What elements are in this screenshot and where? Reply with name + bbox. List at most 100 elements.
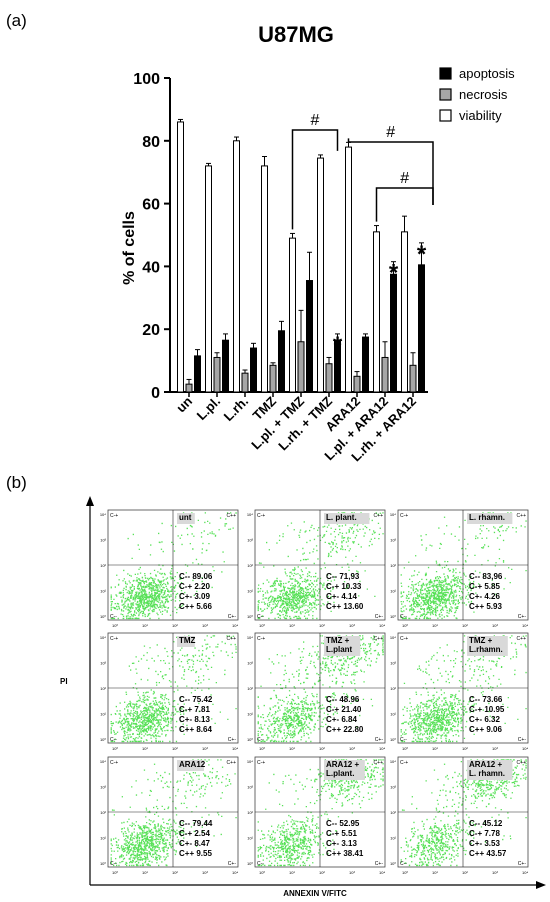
- flow-plot: C-+ C++ C-- C+- ARA12 C-- 79.44C-+ 2.54C+- 8.…: [100, 756, 238, 875]
- quadrant-stat: C-+ 5.85: [469, 582, 500, 591]
- flow-plot: C-+ C++ C-- C+- ARA12 +L. rhamn. C-- 45.12C-+…: [390, 756, 528, 875]
- x-tick-label: un: [173, 393, 195, 415]
- bracket-label: #: [311, 112, 320, 129]
- quadrant-label: C--: [257, 861, 264, 867]
- quadrant-stat: C-- 52.95: [326, 819, 360, 828]
- plot-title: ARA12 +: [326, 760, 359, 769]
- x-tick-label: 10¹: [142, 623, 148, 628]
- quadrant-label: C-+: [110, 513, 118, 519]
- quadrant-stat: C-+ 7.78: [469, 829, 500, 838]
- x-tick-label: L.rh.: [221, 394, 252, 425]
- significance-star: *: [417, 241, 427, 268]
- plot-title: unt: [179, 513, 192, 522]
- legend-label-necrosis: necrosis: [459, 87, 508, 102]
- bar-apoptosis: [194, 355, 201, 393]
- quadrant-label: C++: [374, 513, 384, 519]
- x-tick-label: 10³: [349, 623, 355, 628]
- plot-title-bg: [467, 513, 513, 524]
- y-tick-label: 20: [142, 322, 160, 339]
- y-tick-label: 10³: [390, 661, 396, 666]
- bar-apoptosis: [306, 280, 313, 393]
- y-tick-label: 10³: [100, 538, 106, 543]
- y-tick-label: 10²: [100, 810, 106, 815]
- y-tick-label: 10⁰: [100, 614, 106, 619]
- y-tick-label: 10⁰: [390, 861, 396, 866]
- x-tick-label: 10²: [319, 623, 325, 628]
- x-tick-label: 10⁰: [402, 870, 408, 875]
- plot-title: L.rhamn.: [469, 645, 503, 654]
- y-tick-label: 10²: [100, 686, 106, 691]
- quadrant-stat: C+- 4.14: [326, 592, 357, 601]
- legend-swatch-necrosis: [439, 88, 452, 101]
- plot-title: L. rhamn.: [469, 769, 505, 778]
- significance-bracket: [347, 138, 434, 205]
- x-tick-label: 10²: [462, 746, 468, 751]
- x-tick-label: 10³: [202, 746, 208, 751]
- quadrant-stat: C-+ 7.81: [179, 705, 210, 714]
- x-tick-label: 10¹: [289, 870, 295, 875]
- bar-necrosis: [269, 364, 277, 393]
- quadrant-label: C++: [517, 513, 527, 519]
- quadrant-stat: C++ 9.55: [179, 849, 212, 858]
- y-tick-label: 10³: [247, 785, 253, 790]
- y-tick-label: 80: [142, 134, 160, 151]
- y-axis-label: % of cells: [121, 211, 138, 285]
- bar-necrosis: [409, 364, 417, 393]
- quadrant-stat: C++ 9.06: [469, 725, 502, 734]
- quadrant-label: C--: [110, 737, 117, 743]
- quadrant-label: C++: [227, 513, 237, 519]
- quadrant-label: C-+: [400, 636, 408, 642]
- x-tick-label: 10³: [492, 870, 498, 875]
- quadrant-stat: C-- 48.96: [326, 695, 360, 704]
- y-tick-label: 10⁴: [247, 635, 253, 640]
- flow-plot: C-+ C++ C-- C+- TMZ +L.rhamn. C-- 73.66C-+ 10…: [390, 632, 528, 751]
- quadrant-label: C+-: [228, 614, 237, 620]
- y-tick-label: 10¹: [100, 589, 106, 594]
- y-tick-label: 10²: [390, 563, 396, 568]
- y-tick-label: 10¹: [390, 712, 396, 717]
- quadrant-stat: C-- 83,96: [469, 572, 503, 581]
- quadrant-label: C--: [257, 737, 264, 743]
- x-tick-label: 10²: [172, 746, 178, 751]
- y-tick-label: 10¹: [247, 712, 253, 717]
- x-tick-label: 10⁴: [379, 623, 385, 628]
- x-tick-label: 10⁰: [259, 746, 265, 751]
- y-tick-label: 10³: [247, 538, 253, 543]
- x-tick-label: 10⁰: [259, 870, 265, 875]
- quadrant-label: C--: [110, 614, 117, 620]
- quadrant-label: C+-: [228, 861, 237, 867]
- x-tick-label: 10³: [202, 870, 208, 875]
- x-tick-label: 10²: [462, 623, 468, 628]
- x-tick-label: 10³: [202, 623, 208, 628]
- x-tick-label: 10⁰: [402, 623, 408, 628]
- x-tick-label: 10⁴: [522, 746, 528, 751]
- bar-apoptosis: [250, 347, 257, 393]
- bar-apoptosis: [390, 273, 397, 393]
- x-tick-label: 10¹: [289, 746, 295, 751]
- x-tick-label: 10⁰: [112, 623, 118, 628]
- plot-title: L.plant.: [326, 769, 354, 778]
- quadrant-stat: C-- 79.44: [179, 819, 213, 828]
- y-tick-label: 10¹: [247, 589, 253, 594]
- y-tick-label: 10⁰: [390, 614, 396, 619]
- x-tick-label: 10³: [492, 623, 498, 628]
- x-tick-label: 10⁰: [112, 746, 118, 751]
- x-tick-label: 10³: [492, 746, 498, 751]
- legend-label-viability: viability: [459, 108, 502, 123]
- y-tick-label: 40: [142, 259, 160, 276]
- x-tick-label: 10¹: [142, 746, 148, 751]
- y-tick-label: 10¹: [247, 836, 253, 841]
- y-tick-label: 10⁴: [247, 759, 253, 764]
- bar-viability: [233, 140, 240, 393]
- quadrant-stat: C-- 73.66: [469, 695, 503, 704]
- x-tick-label: 10²: [462, 870, 468, 875]
- y-tick-label: 10¹: [390, 589, 396, 594]
- quadrant-stat: C++ 5.66: [179, 602, 212, 611]
- flow-events: [400, 635, 527, 743]
- bracket-label: #: [386, 124, 395, 141]
- pi-arrowhead: [86, 496, 94, 506]
- flow-plot: C-+ C++C-- C+-L. plant.C-- 71,93C-+ 10.33C…: [247, 509, 385, 628]
- significance-bracket: [375, 187, 434, 222]
- y-tick-label: 100: [133, 71, 160, 88]
